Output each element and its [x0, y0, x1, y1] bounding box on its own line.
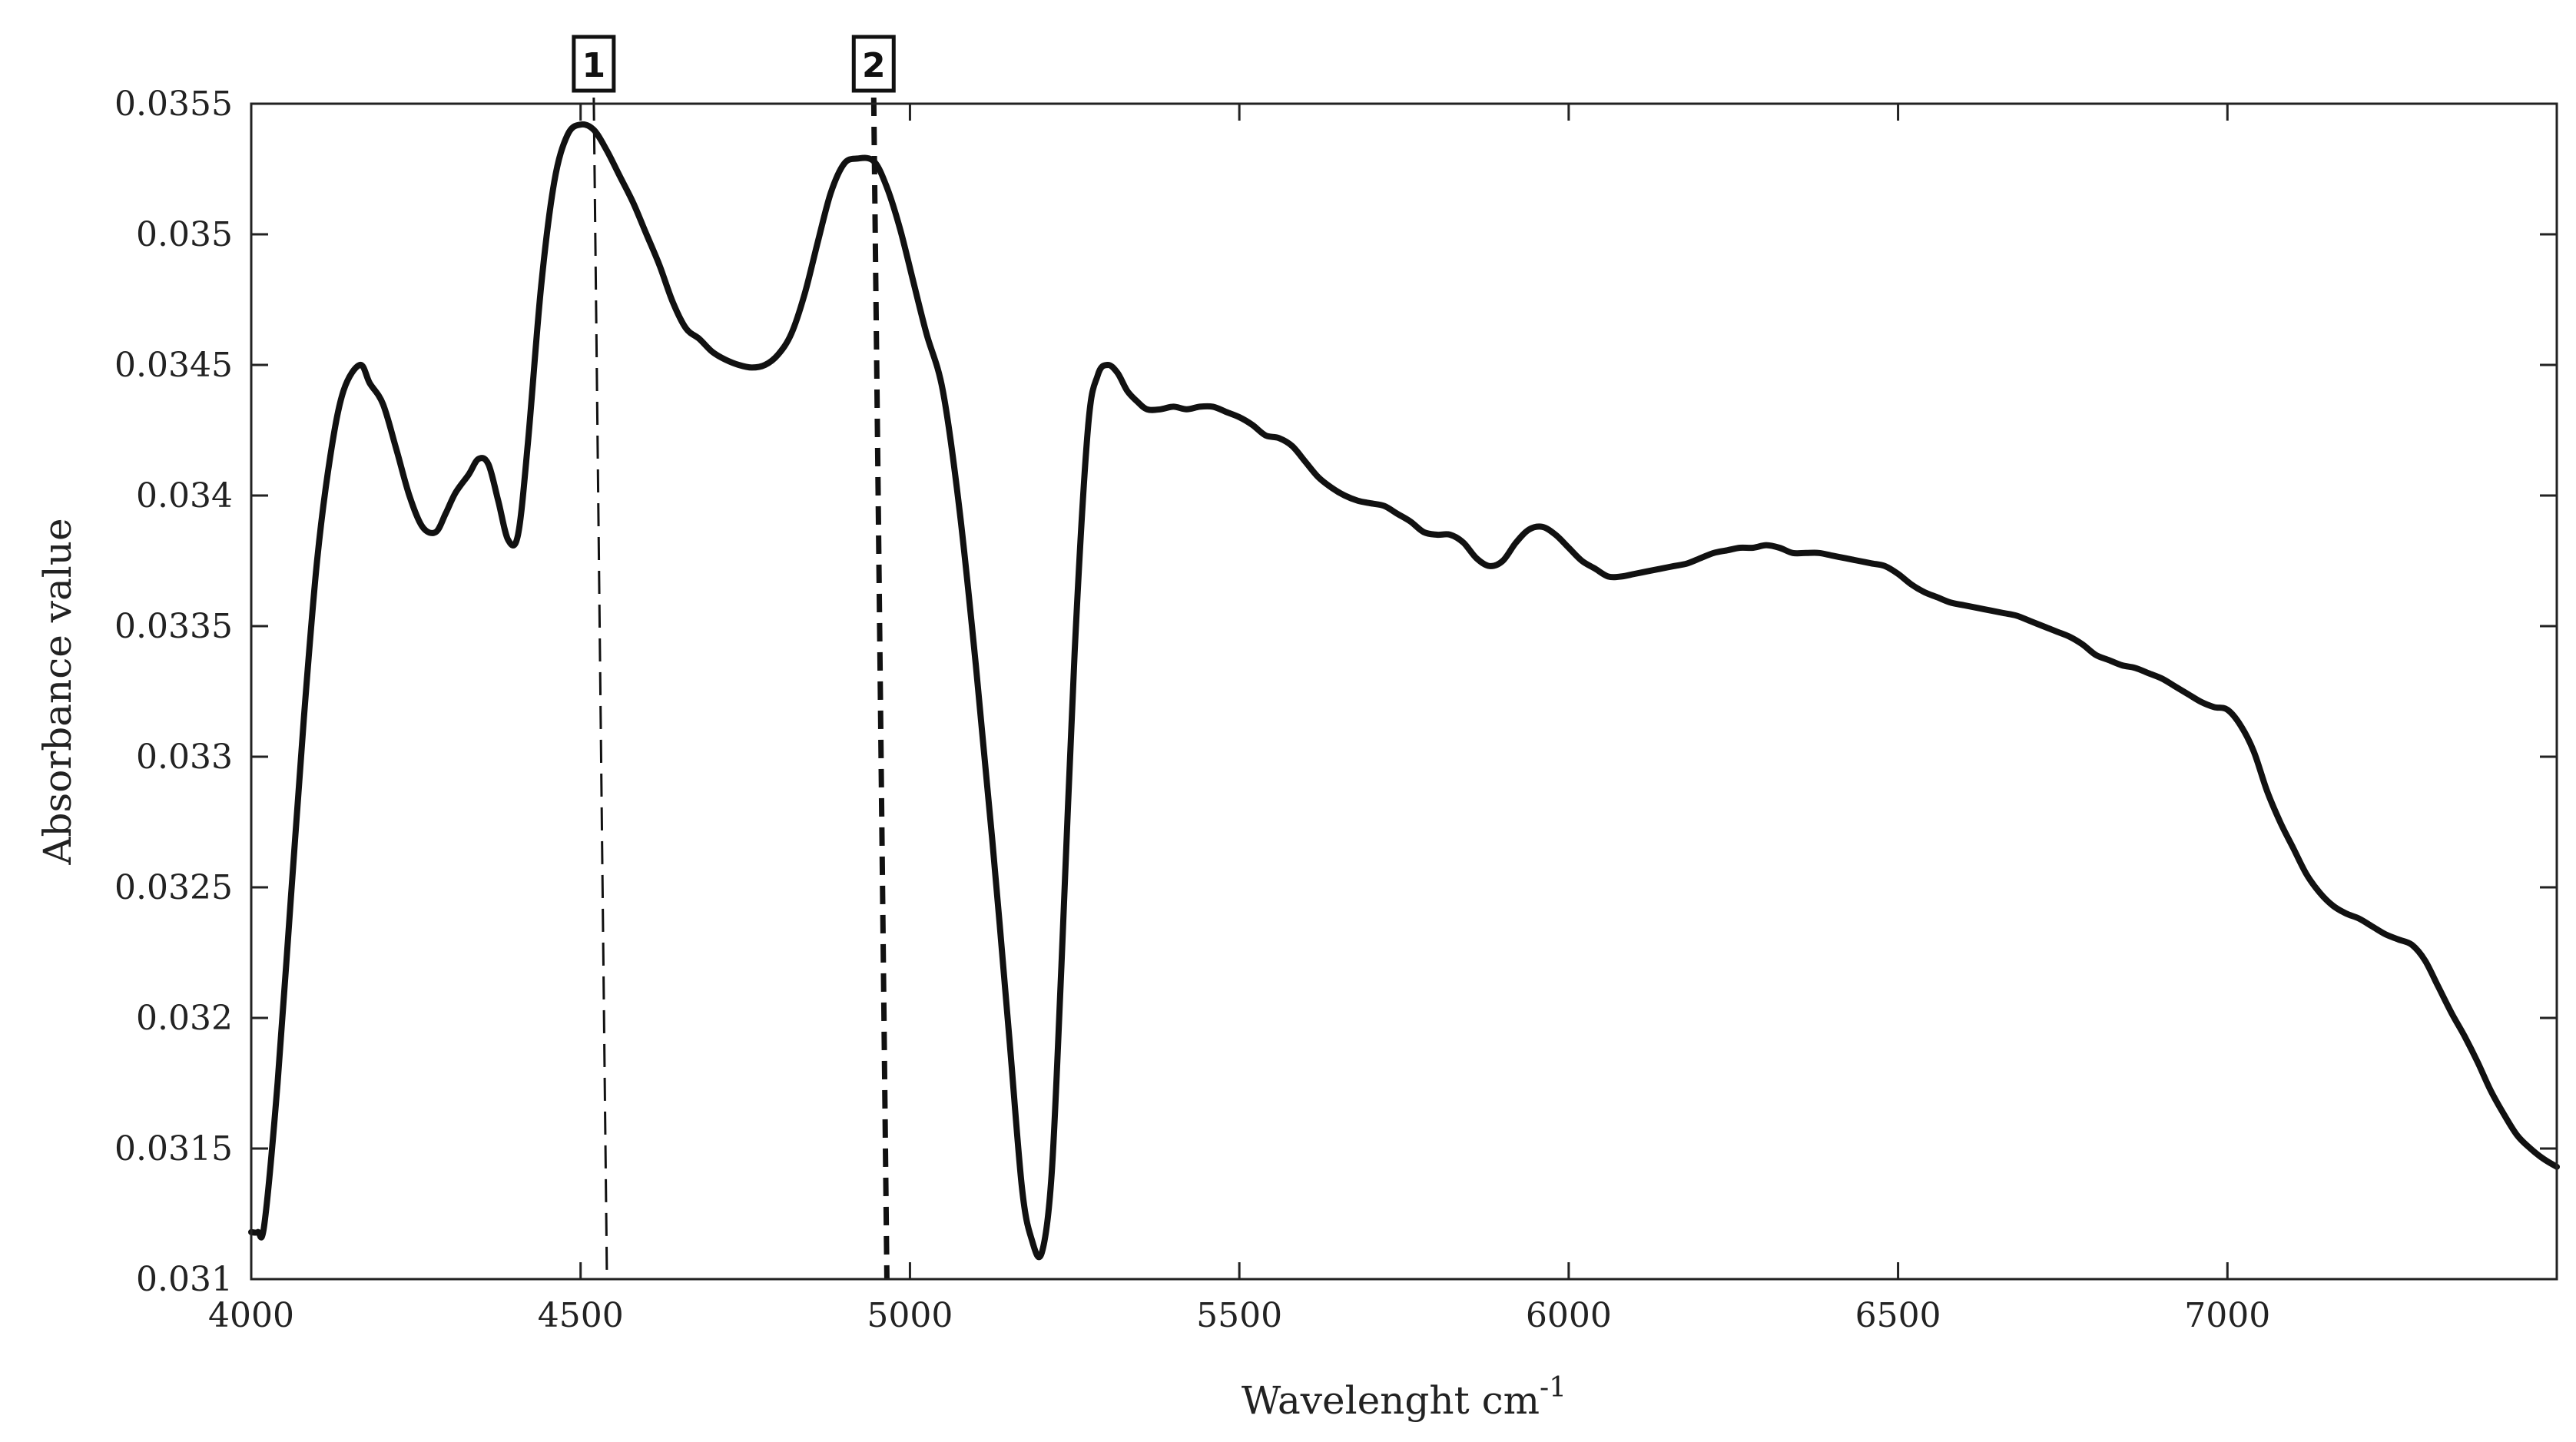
y-tick-label: 0.0345: [114, 346, 233, 385]
y-tick-label: 0.034: [136, 476, 233, 515]
peak-marker-label-2: 2: [862, 46, 886, 85]
peak-marker-line-2: [874, 98, 887, 1279]
x-tick-label: 6500: [1855, 1296, 1941, 1335]
x-tick-label: 5000: [867, 1296, 953, 1335]
x-axis-label: Wavelenght cm-1: [1242, 1372, 1566, 1423]
x-tick-label: 4500: [538, 1296, 624, 1335]
peak-marker-line-1: [594, 98, 607, 1279]
peak-marker-label-1: 1: [582, 46, 606, 85]
y-tick-label: 0.031: [136, 1260, 233, 1299]
x-axis-label-superscript: -1: [1540, 1372, 1566, 1404]
x-axis-label-main: Wavelenght cm: [1242, 1378, 1540, 1423]
absorbance-series-line: [251, 124, 2557, 1257]
y-tick-label: 0.032: [136, 999, 233, 1038]
y-tick-label: 0.0335: [114, 607, 233, 646]
x-tick-labels: 4000 4500 5000 5500 6000 6500 7000: [208, 1296, 2270, 1335]
x-tick-label: 7000: [2184, 1296, 2270, 1335]
tick-marks: [251, 104, 2557, 1279]
x-tick-label: 5500: [1196, 1296, 1282, 1335]
plot-frame: [251, 104, 2557, 1279]
y-tick-label: 0.0325: [114, 868, 233, 907]
y-tick-label: 0.0355: [114, 85, 233, 124]
y-tick-labels: 0.031 0.0315 0.032 0.0325 0.033 0.0335 0.034 0.…: [114, 85, 233, 1299]
y-tick-label: 0.033: [136, 738, 233, 777]
y-tick-label: 0.0315: [114, 1129, 233, 1169]
y-tick-label: 0.035: [136, 215, 233, 254]
y-axis-label: Absorbance value: [35, 518, 80, 865]
x-tick-label: 6000: [1526, 1296, 1612, 1335]
x-tick-label: 4000: [208, 1296, 294, 1335]
